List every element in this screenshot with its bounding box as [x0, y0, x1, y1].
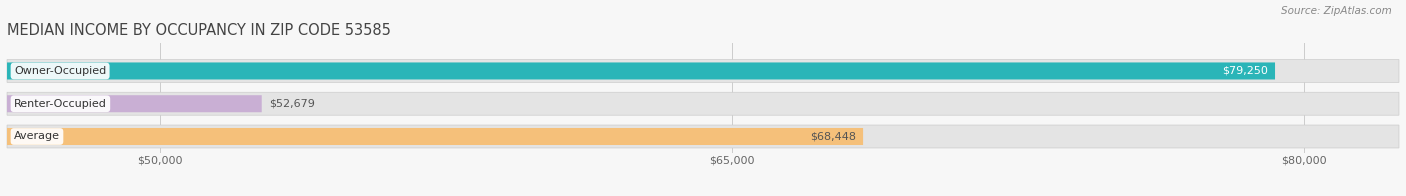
FancyBboxPatch shape	[7, 60, 1399, 83]
Text: Source: ZipAtlas.com: Source: ZipAtlas.com	[1281, 6, 1392, 16]
FancyBboxPatch shape	[7, 63, 1275, 80]
FancyBboxPatch shape	[7, 95, 262, 112]
Text: $79,250: $79,250	[1222, 66, 1268, 76]
Text: Renter-Occupied: Renter-Occupied	[14, 99, 107, 109]
FancyBboxPatch shape	[7, 125, 1399, 148]
Text: Average: Average	[14, 132, 60, 142]
Text: Owner-Occupied: Owner-Occupied	[14, 66, 107, 76]
FancyBboxPatch shape	[7, 128, 863, 145]
Text: MEDIAN INCOME BY OCCUPANCY IN ZIP CODE 53585: MEDIAN INCOME BY OCCUPANCY IN ZIP CODE 5…	[7, 23, 391, 38]
Text: $52,679: $52,679	[269, 99, 315, 109]
FancyBboxPatch shape	[7, 92, 1399, 115]
Text: $68,448: $68,448	[810, 132, 856, 142]
